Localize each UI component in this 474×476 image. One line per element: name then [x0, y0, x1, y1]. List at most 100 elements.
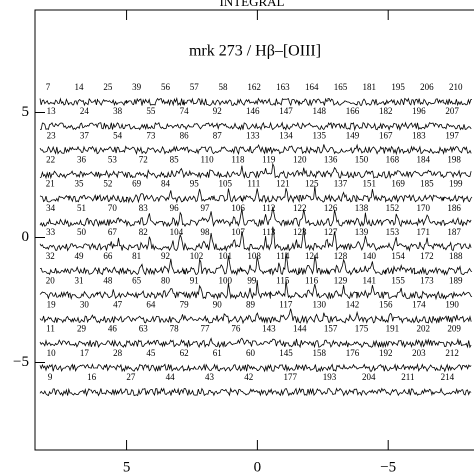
- fiber-label: 84: [161, 179, 171, 189]
- fiber-label: 104: [170, 227, 184, 237]
- spectrum: [39, 143, 472, 156]
- fiber-label: 92: [213, 106, 222, 116]
- spectrum: [39, 96, 473, 107]
- fiber-label: 141: [363, 275, 377, 285]
- fiber-label: 166: [346, 106, 360, 116]
- fiber-label: 27: [126, 372, 135, 382]
- fiber-label: 151: [363, 179, 377, 189]
- fiber-label: 49: [75, 251, 85, 261]
- fiber-label: 44: [166, 372, 176, 382]
- fiber-label: 53: [108, 155, 118, 165]
- fiber-label: 28: [113, 348, 123, 358]
- fiber-label: 168: [386, 155, 400, 165]
- fiber-label: 86: [180, 130, 190, 140]
- fiber-label: 76: [231, 324, 241, 334]
- annotation: mrk 273 / Hβ–[OIII]: [189, 43, 321, 60]
- fiber-label: 58: [219, 82, 229, 92]
- fiber-label: 117: [279, 300, 293, 310]
- spectrum: [39, 387, 472, 397]
- fiber-label: 79: [180, 300, 190, 310]
- fiber-label: 181: [363, 82, 377, 92]
- fiber-label: 45: [146, 348, 156, 358]
- fiber-label: 189: [449, 275, 463, 285]
- fiber-label: 186: [447, 203, 461, 213]
- spectrum: [39, 337, 472, 349]
- fiber-label: 46: [108, 324, 118, 334]
- x-tick-label: −5: [380, 459, 396, 475]
- fiber-label: 154: [391, 251, 405, 261]
- fiber-label: 129: [334, 275, 348, 285]
- fiber-label: 37: [80, 130, 90, 140]
- fiber-label: 147: [279, 106, 293, 116]
- fiber-label: 96: [170, 203, 180, 213]
- fiber-label: 64: [146, 300, 156, 310]
- fiber-label: 187: [447, 227, 461, 237]
- fiber-label: 143: [262, 324, 276, 334]
- fiber-label: 57: [190, 82, 200, 92]
- fiber-label: 209: [447, 324, 461, 334]
- fiber-label: 73: [146, 130, 156, 140]
- fiber-label: 34: [46, 203, 56, 213]
- fiber-label: 144: [293, 324, 307, 334]
- fiber-label: 134: [279, 130, 293, 140]
- chart-title: INTEGRAL: [220, 0, 285, 9]
- fiber-label: 188: [449, 251, 463, 261]
- fiber-label: 177: [283, 372, 297, 382]
- fiber-label: 183: [412, 130, 426, 140]
- fiber-label: 185: [420, 179, 434, 189]
- fiber-label: 69: [132, 179, 142, 189]
- fiber-label: 173: [420, 275, 434, 285]
- fiber-label: 24: [80, 106, 90, 116]
- spectrum: [39, 363, 472, 373]
- fiber-label: 106: [231, 203, 245, 213]
- fiber-label: 72: [139, 155, 148, 165]
- fiber-label: 171: [416, 227, 430, 237]
- fiber-label: 20: [46, 275, 56, 285]
- fiber-label: 38: [113, 106, 123, 116]
- spectrum: [39, 206, 472, 228]
- fiber-label: 125: [305, 179, 319, 189]
- fiber-label: 19: [47, 300, 57, 310]
- fiber-label: 91: [190, 275, 199, 285]
- fiber-label: 42: [244, 372, 253, 382]
- fiber-label: 163: [276, 82, 290, 92]
- fiber-label: 148: [312, 106, 326, 116]
- fiber-label: 101: [219, 251, 233, 261]
- fiber-label: 97: [200, 203, 210, 213]
- fiber-label: 89: [246, 300, 256, 310]
- fiber-label: 197: [445, 130, 459, 140]
- fiber-label: 11: [46, 324, 55, 334]
- fiber-label: 36: [77, 155, 87, 165]
- fiber-label: 137: [334, 179, 348, 189]
- fiber-label: 196: [412, 106, 426, 116]
- fiber-label: 105: [219, 179, 233, 189]
- fiber-label: 155: [391, 275, 405, 285]
- fiber-label: 124: [305, 251, 319, 261]
- x-tick-label: 5: [123, 459, 131, 475]
- fiber-label: 169: [391, 179, 405, 189]
- spectrum: [39, 121, 472, 132]
- fiber-label: 118: [231, 155, 245, 165]
- fiber-label: 182: [379, 106, 393, 116]
- fiber-label: 100: [219, 275, 233, 285]
- fiber-label: 153: [386, 227, 400, 237]
- fiber-label: 50: [77, 227, 87, 237]
- fiber-label: 23: [47, 130, 57, 140]
- fiber-label: 123: [293, 227, 307, 237]
- fiber-label: 95: [190, 179, 200, 189]
- fiber-label: 119: [262, 155, 276, 165]
- fiber-label: 16: [87, 372, 97, 382]
- fiber-label: 85: [170, 155, 180, 165]
- fiber-label: 165: [334, 82, 348, 92]
- fiber-label: 90: [213, 300, 223, 310]
- spectrum: [39, 280, 473, 301]
- spectrum: [39, 162, 472, 180]
- fiber-label: 142: [346, 300, 360, 310]
- spectrum: [39, 226, 472, 252]
- fiber-label: 112: [262, 203, 275, 213]
- fiber-label: 65: [132, 275, 142, 285]
- fiber-label: 175: [355, 324, 369, 334]
- fiber-label: 62: [180, 348, 189, 358]
- spectrum: [39, 186, 473, 204]
- fiber-label: 102: [190, 251, 204, 261]
